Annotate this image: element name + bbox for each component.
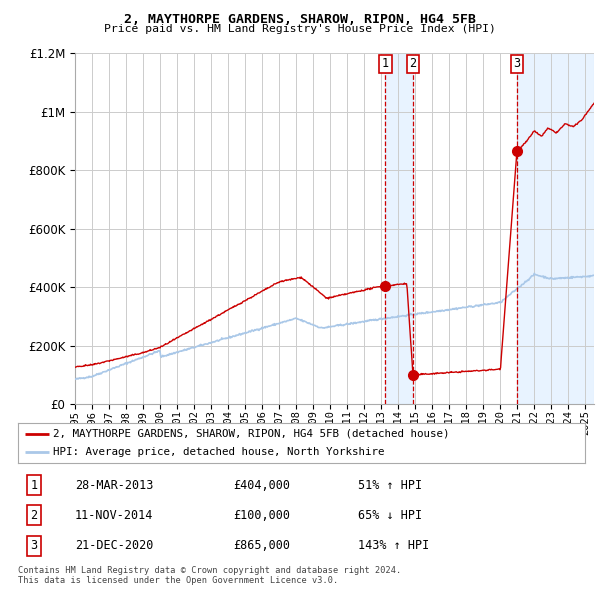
Text: HPI: Average price, detached house, North Yorkshire: HPI: Average price, detached house, Nort… [53,447,385,457]
Text: 143% ↑ HPI: 143% ↑ HPI [358,539,430,552]
Text: £100,000: £100,000 [233,509,290,522]
Text: 21-DEC-2020: 21-DEC-2020 [75,539,153,552]
Text: 1: 1 [382,57,389,70]
Text: 51% ↑ HPI: 51% ↑ HPI [358,478,422,491]
Text: £865,000: £865,000 [233,539,290,552]
Text: This data is licensed under the Open Government Licence v3.0.: This data is licensed under the Open Gov… [18,576,338,585]
Text: 2, MAYTHORPE GARDENS, SHAROW, RIPON, HG4 5FB: 2, MAYTHORPE GARDENS, SHAROW, RIPON, HG4… [124,13,476,26]
Text: 28-MAR-2013: 28-MAR-2013 [75,478,153,491]
Bar [517,53,594,404]
Text: 2: 2 [409,57,416,70]
Text: 2: 2 [31,509,37,522]
Bar [385,53,413,404]
Text: 3: 3 [514,57,520,70]
Text: 11-NOV-2014: 11-NOV-2014 [75,509,153,522]
Text: £404,000: £404,000 [233,478,290,491]
Text: Price paid vs. HM Land Registry's House Price Index (HPI): Price paid vs. HM Land Registry's House … [104,24,496,34]
Text: 3: 3 [31,539,37,552]
Text: Contains HM Land Registry data © Crown copyright and database right 2024.: Contains HM Land Registry data © Crown c… [18,566,401,575]
Text: 1: 1 [31,478,37,491]
Text: 65% ↓ HPI: 65% ↓ HPI [358,509,422,522]
Text: 2, MAYTHORPE GARDENS, SHAROW, RIPON, HG4 5FB (detached house): 2, MAYTHORPE GARDENS, SHAROW, RIPON, HG4… [53,429,449,439]
